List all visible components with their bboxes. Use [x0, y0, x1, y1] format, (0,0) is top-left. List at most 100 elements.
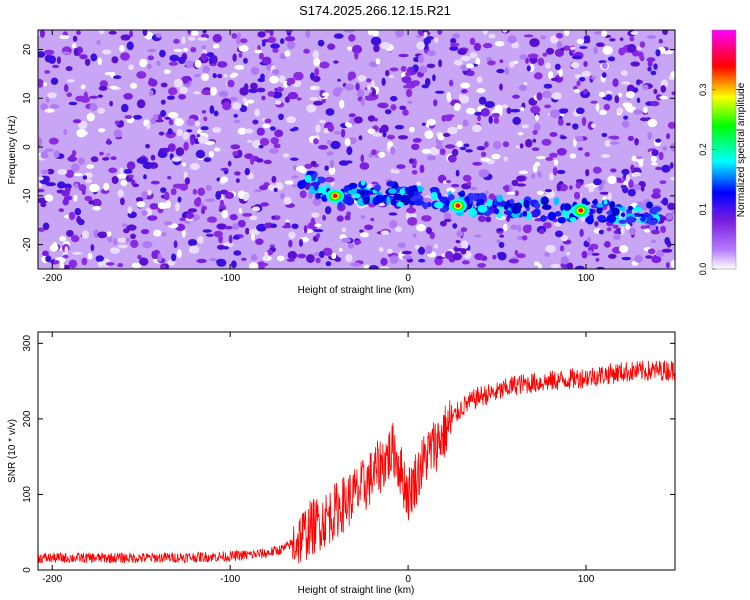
heatmap-cell: [244, 167, 250, 176]
heatmap-cell: [516, 236, 524, 240]
heatmap-cell: [575, 181, 581, 189]
x-tick-label: 100: [578, 273, 595, 284]
heatmap-cell: [242, 97, 248, 102]
heatmap-cell: [506, 107, 512, 114]
heatmap-cell: [116, 173, 127, 179]
heatmap-cell: [148, 89, 154, 97]
heatmap-cell: [336, 215, 344, 222]
heatmap-cell: [168, 87, 178, 96]
y-tick-label: -10: [22, 188, 33, 203]
heatmap-cell: [512, 116, 521, 125]
heatmap-cell: [161, 232, 167, 237]
heatmap-cell: [621, 168, 630, 175]
heatmap-cell: [327, 43, 336, 50]
heatmap-cell: [671, 91, 675, 96]
heatmap-cell: [77, 120, 88, 130]
heatmap-cell: [256, 87, 266, 93]
heatmap-cell: [334, 130, 341, 135]
heatmap-cell: [626, 91, 635, 99]
heatmap-cell: [284, 96, 290, 103]
heatmap-cell: [536, 190, 544, 196]
heatmap-cell: [595, 103, 600, 112]
heatmap-cell: [624, 103, 633, 112]
heatmap-cell: [545, 62, 551, 69]
heatmap-cell: [192, 188, 197, 195]
snr-panel: -200 -100 0 100 0 100 200 300 Height of straig…: [7, 331, 676, 596]
heatmap-cell: [407, 217, 418, 226]
heatmap-cell: [460, 248, 467, 255]
heatmap-signal-cell: [478, 199, 485, 204]
heatmap-cell: [394, 169, 400, 174]
heatmap-cell: [632, 155, 637, 162]
heatmap-cell: [200, 207, 206, 215]
heatmap-cell: [638, 51, 644, 60]
heatmap-cell: [258, 262, 269, 267]
heatmap-cell: [234, 171, 241, 176]
heatmap-cell: [251, 233, 255, 241]
heatmap-cell: [538, 263, 542, 269]
heatmap-cell: [399, 105, 407, 111]
heatmap-cell: [575, 107, 585, 115]
heatmap-cell: [317, 39, 325, 47]
heatmap-cell: [595, 266, 605, 269]
heatmap-cell: [557, 118, 564, 127]
snr-y-ticks: 0 100 200 300: [22, 335, 675, 573]
heatmap-cell: [454, 59, 463, 66]
heatmap-cell: [413, 80, 420, 86]
heatmap-cell: [476, 146, 486, 151]
heatmap-cell: [270, 223, 277, 229]
heatmap-cell: [142, 30, 148, 36]
heatmap-cell: [113, 238, 118, 246]
heatmap-cell: [613, 230, 620, 235]
heatmap-cell: [455, 169, 460, 177]
heatmap-cell: [632, 87, 639, 93]
heatmap-cell: [508, 258, 519, 264]
heatmap-cell: [78, 157, 85, 165]
heatmap-cell: [38, 51, 46, 58]
heatmap-cell: [197, 135, 209, 144]
heatmap-cell: [272, 48, 279, 53]
heatmap-cell: [435, 90, 445, 94]
heatmap-cell: [585, 169, 590, 177]
heatmap-cell: [497, 251, 507, 261]
heatmap-cell: [628, 179, 634, 189]
heatmap-cell: [126, 41, 134, 51]
heatmap-cell: [461, 260, 470, 265]
heatmap-cell: [76, 215, 82, 224]
heatmap-cell: [120, 197, 125, 206]
heatmap-cell: [601, 62, 608, 70]
heatmap-cell: [435, 143, 444, 150]
heatmap-cell: [217, 61, 228, 68]
heatmap-cell: [396, 164, 406, 169]
heatmap-cell: [390, 168, 395, 174]
heatmap-cell: [488, 33, 496, 39]
heatmap-cell: [250, 254, 258, 261]
heatmap-cell: [177, 249, 182, 259]
heatmap-cell: [518, 170, 529, 175]
snr-plot-area: [37, 331, 676, 571]
heatmap-cell: [579, 46, 588, 49]
heatmap-cell: [610, 168, 617, 173]
heatmap-cell: [201, 45, 206, 50]
heatmap-cell: [305, 30, 311, 39]
heatmap-signal-cell: [399, 194, 409, 203]
heatmap-cell: [202, 65, 210, 74]
heatmap-cell: [616, 107, 624, 114]
colorbar-ticks: 0.0 0.1 0.2 0.3: [698, 83, 716, 275]
heatmap-cell: [386, 134, 395, 140]
heatmap-signal-cell: [468, 207, 477, 217]
heatmap-cell: [565, 122, 571, 126]
heatmap-cell: [168, 61, 179, 66]
heatmap-cell: [601, 72, 607, 78]
heatmap-cell: [365, 97, 376, 101]
heatmap-cell: [43, 82, 47, 87]
heatmap-cell: [372, 133, 383, 137]
heatmap-cell: [228, 234, 233, 244]
heatmap-signal-cell: [533, 208, 541, 217]
heatmap-cell: [372, 88, 376, 97]
heatmap-cell: [185, 212, 194, 219]
heatmap-cell: [98, 85, 108, 91]
heatmap-cell: [179, 86, 188, 94]
heatmap-cell: [502, 141, 510, 148]
heatmap-signal-cell: [596, 206, 603, 214]
